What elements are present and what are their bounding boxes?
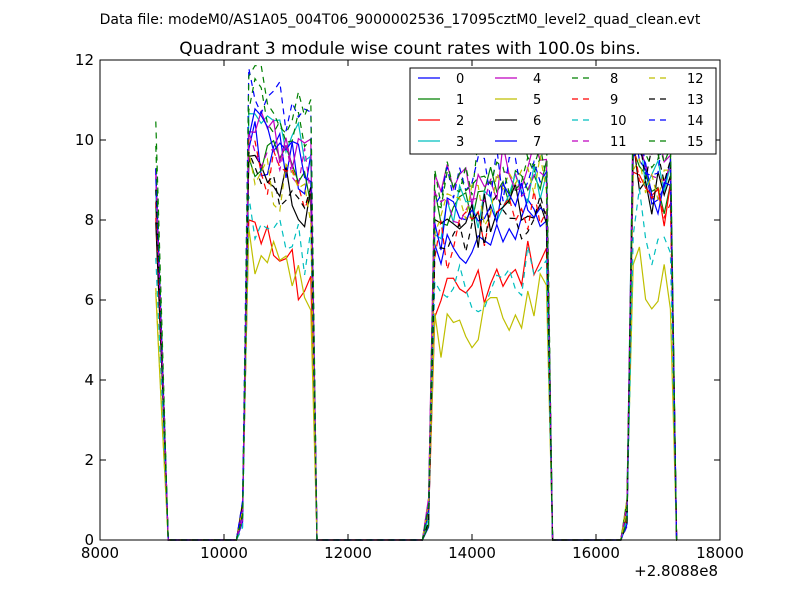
x-axis-offset-label: +2.8088e8 — [634, 562, 718, 580]
y-tick-label: 0 — [84, 531, 94, 549]
axis-ticks — [99, 59, 721, 541]
legend-label: 8 — [610, 72, 618, 87]
y-tick-label: 12 — [75, 51, 94, 69]
legend-label: 14 — [687, 114, 704, 129]
data-file-title: Data file: modeM0/AS1A05_004T06_90000025… — [100, 12, 701, 28]
legend-label: 5 — [533, 93, 541, 108]
legend-label: 3 — [456, 135, 464, 150]
legend-label: 6 — [533, 114, 541, 129]
legend-label: 0 — [456, 72, 464, 87]
chart-title: Quadrant 3 module wise count rates with … — [179, 39, 640, 59]
legend-label: 11 — [610, 135, 627, 150]
y-tick-label: 8 — [84, 211, 94, 229]
legend-label: 2 — [456, 114, 464, 129]
legend-label: 13 — [687, 93, 704, 108]
legend-box — [409, 67, 717, 155]
x-tick-label: 12000 — [324, 544, 372, 562]
series-lines — [155, 64, 678, 541]
y-tick-label: 2 — [84, 451, 94, 469]
x-tick-label: 14000 — [448, 544, 496, 562]
y-tick-label: 10 — [75, 131, 94, 149]
x-tick-label: 10000 — [200, 544, 248, 562]
series-line-15 — [155, 64, 678, 541]
series-line-11 — [155, 122, 678, 541]
legend-label: 1 — [456, 93, 464, 108]
x-tick-label: 8000 — [81, 544, 119, 562]
legend-label: 4 — [533, 72, 541, 87]
legend-label: 15 — [687, 135, 704, 150]
y-tick-label: 4 — [84, 371, 94, 389]
legend-label: 7 — [533, 135, 541, 150]
legend-label: 12 — [687, 72, 704, 87]
y-tick-label: 6 — [84, 291, 94, 309]
legend-label: 9 — [610, 93, 618, 108]
x-tick-label: 16000 — [572, 544, 620, 562]
legend-label: 10 — [610, 114, 627, 129]
x-tick-label: 18000 — [696, 544, 744, 562]
